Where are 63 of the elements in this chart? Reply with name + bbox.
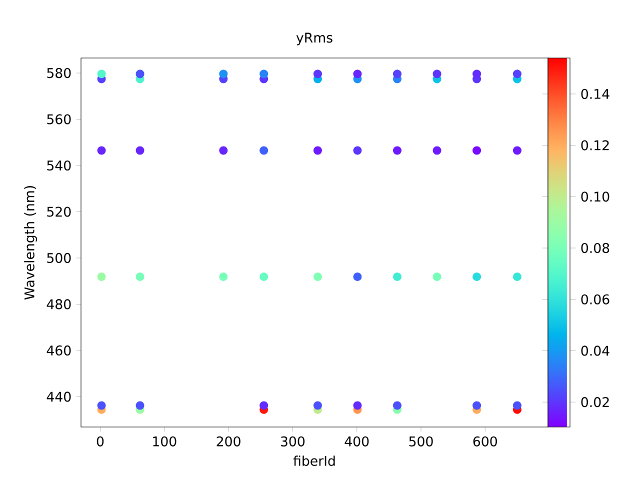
- point: [353, 146, 362, 155]
- point: [313, 146, 322, 155]
- point: [353, 401, 362, 410]
- color-bar-label: 0.12: [581, 140, 609, 150]
- point: [432, 70, 442, 78]
- point: [392, 272, 402, 281]
- y-tick-label: 520: [47, 206, 71, 217]
- color-bar-label: 0.06: [581, 294, 610, 304]
- color-bar-label: 0.04: [581, 346, 610, 356]
- x-tick-label: 300: [280, 436, 305, 446]
- point: [512, 146, 522, 155]
- point: [136, 146, 144, 155]
- color-bar-label: 0.02: [581, 397, 609, 408]
- x-tick-label: 400: [344, 436, 369, 446]
- point: [219, 70, 228, 78]
- point: [219, 272, 228, 281]
- point: [97, 401, 106, 410]
- y-tick-label: 560: [47, 114, 71, 124]
- y-tick-label: 540: [47, 160, 71, 171]
- point: [472, 401, 482, 410]
- y-tick-label: 440: [46, 392, 71, 402]
- x-tick-label: 100: [153, 436, 176, 446]
- x-tick-label: 0: [96, 436, 104, 446]
- x-axis-title: fiberId: [293, 456, 335, 466]
- point: [313, 70, 322, 78]
- point: [219, 146, 228, 155]
- point: [97, 146, 106, 155]
- chart-title: yRms: [296, 32, 332, 46]
- point: [136, 70, 144, 78]
- point: [392, 70, 402, 78]
- y-tick-label: 500: [47, 252, 71, 264]
- point: [260, 272, 268, 281]
- point: [512, 272, 522, 281]
- y-tick-label: 460: [46, 345, 71, 356]
- point: [260, 146, 268, 155]
- point: [313, 401, 322, 410]
- point: [512, 401, 522, 410]
- point: [392, 401, 402, 410]
- point: [97, 70, 106, 78]
- y-tick-label: 580: [47, 68, 71, 78]
- color-bar-label: 0.10: [581, 192, 610, 202]
- point: [512, 70, 522, 78]
- point: [260, 70, 268, 78]
- point: [472, 272, 482, 281]
- point: [472, 146, 482, 155]
- point: [353, 70, 362, 78]
- point: [432, 146, 442, 155]
- x-tick-label: 600: [473, 436, 497, 446]
- point: [432, 272, 442, 281]
- point: [313, 272, 322, 281]
- point: [136, 401, 144, 410]
- color-bar-label: 0.08: [581, 242, 610, 254]
- y-axis-title: Wavelength (nm): [24, 186, 38, 300]
- point: [260, 401, 268, 410]
- point: [353, 272, 362, 281]
- point: [392, 146, 402, 155]
- y-tick-label: 480: [46, 299, 71, 310]
- x-tick-label: 500: [409, 436, 433, 446]
- x-tick-label: 200: [216, 436, 240, 446]
- point: [472, 70, 482, 78]
- point: [136, 272, 144, 281]
- point: [97, 272, 106, 281]
- color-bar-label: 0.14: [581, 88, 610, 99]
